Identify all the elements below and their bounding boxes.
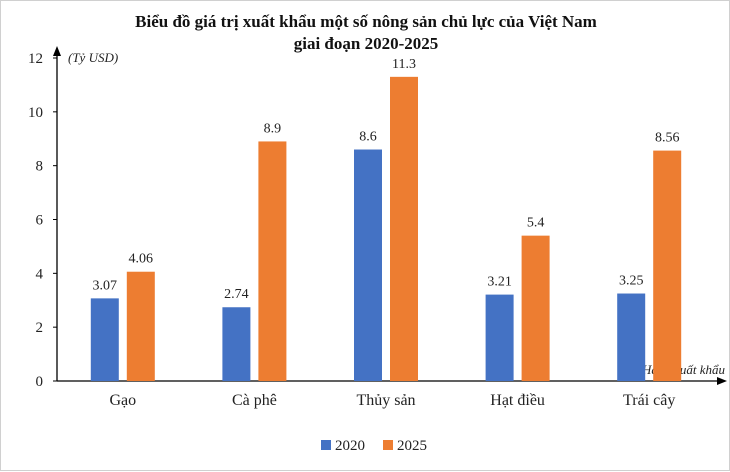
y-tick-label: 0 (36, 374, 44, 390)
chart-title-line1: Biểu đồ giá trị xuất khẩu một số nông sả… (135, 12, 597, 31)
data-label: 3.21 (487, 275, 512, 290)
data-label: 3.25 (619, 274, 644, 289)
bar-2025-1 (126, 271, 155, 381)
y-axis-arrow (53, 46, 61, 56)
bar-2025-4 (521, 235, 550, 381)
bar-2020-4 (485, 294, 514, 381)
y-tick-label: 10 (28, 105, 43, 121)
data-label: 4.06 (129, 252, 154, 267)
y-axis-label: (Tỷ USD) (68, 50, 118, 65)
x-axis-arrow (717, 377, 727, 385)
bars-group (90, 76, 682, 381)
y-tick-label: 4 (36, 266, 44, 282)
legend-swatch-2025 (383, 440, 393, 450)
bar-2020-1 (90, 298, 119, 381)
data-label: 3.07 (93, 278, 118, 293)
y-tick-label: 12 (28, 51, 43, 67)
y-tick-label: 6 (36, 213, 44, 229)
category-label: Hạt điều (490, 392, 545, 409)
bar-2025-5 (653, 150, 682, 381)
category-label: Gạo (109, 392, 136, 409)
category-label: Cà phê (232, 392, 277, 409)
bar-2025-2 (258, 141, 287, 381)
category-label: Trái cây (623, 392, 675, 409)
bar-2020-2 (222, 307, 251, 381)
data-label: 8.9 (264, 121, 282, 136)
y-tick-label: 8 (36, 159, 44, 175)
data-label: 5.4 (527, 216, 545, 231)
data-label: 11.3 (392, 57, 416, 72)
y-tick-label: 2 (36, 320, 44, 336)
axes: 0 2 4 6 8 10 12 Gạo Cà phê Thủy sản Hạt điều Trái c… (28, 46, 727, 409)
legend-label: 2020 (335, 438, 365, 454)
category-label: Thủy sản (356, 392, 415, 409)
legend-label: 2025 (397, 438, 427, 454)
bar-2020-5 (617, 293, 646, 381)
chart-title-line2: giai đoạn 2020-2025 (294, 34, 439, 53)
legend: 2020 2025 (321, 438, 427, 454)
data-label: 2.74 (224, 287, 249, 302)
bar-2025-3 (390, 76, 418, 381)
bar-2020-3 (354, 149, 382, 381)
data-label: 8.6 (359, 130, 377, 145)
data-label: 8.56 (655, 131, 680, 146)
data-labels-group: 3.07 4.06 2.74 8.9 8.6 11.3 3.21 5.4 3.25 8.56 (93, 57, 680, 302)
legend-swatch-2020 (321, 440, 331, 450)
